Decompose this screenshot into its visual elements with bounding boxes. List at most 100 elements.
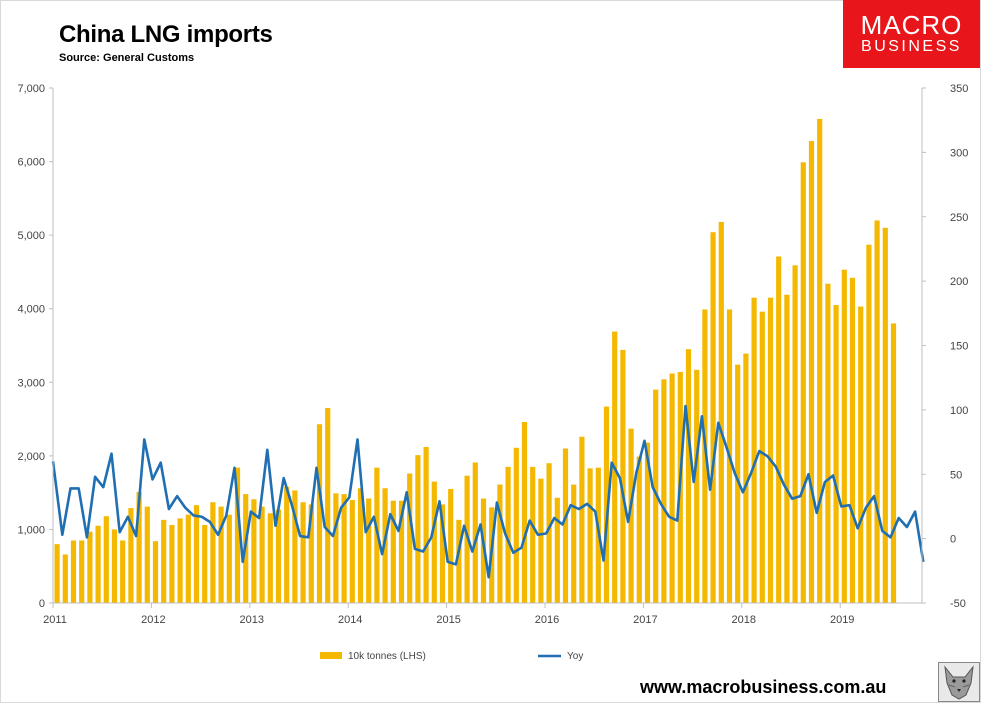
bar (398, 500, 405, 603)
bar (267, 513, 273, 603)
macrobusiness-logo: MACRO BUSINESS (843, 0, 980, 68)
bar (603, 406, 610, 603)
bar (62, 554, 68, 603)
bar (54, 544, 60, 603)
bar (357, 488, 364, 603)
bar (636, 456, 642, 603)
bar (333, 493, 339, 603)
right-tick-label: 0 (950, 534, 956, 546)
bar (538, 478, 544, 603)
bar (784, 294, 790, 603)
bar (103, 516, 109, 603)
x-tick-label: 2013 (240, 614, 264, 626)
bar (685, 349, 692, 603)
bar (702, 309, 708, 603)
bar (423, 447, 429, 603)
bar (808, 140, 815, 603)
bar (866, 244, 872, 603)
bar (136, 491, 142, 603)
left-tick-label: 4,000 (17, 304, 45, 316)
bar (735, 364, 741, 603)
bar (759, 311, 765, 603)
bar (620, 349, 626, 603)
bar (308, 504, 314, 603)
bar (628, 428, 634, 603)
bar (849, 277, 856, 603)
right-tick-label: 200 (950, 276, 968, 288)
left-tick-label: 3,000 (17, 377, 45, 389)
legend-swatch-bars (320, 652, 342, 659)
bar (300, 502, 306, 603)
left-tick-label: 0 (39, 598, 45, 610)
bar (169, 525, 175, 603)
bar (743, 353, 749, 603)
bar (79, 540, 85, 603)
left-tick-label: 7,000 (17, 83, 45, 95)
bar (87, 531, 93, 603)
bar (562, 448, 569, 603)
bar (841, 269, 847, 603)
x-tick-label: 2012 (141, 614, 165, 626)
bar (439, 504, 446, 603)
bar (210, 502, 216, 603)
bar (653, 389, 659, 603)
bar (472, 462, 478, 603)
chart-axes: 0 1,000 2,000 3,000 4,000 5,000 6,000 7,000 -50 0… (17, 83, 968, 626)
bar (858, 306, 864, 603)
bar (185, 514, 191, 603)
bar (407, 473, 413, 603)
chart-subtitle: Source: General Customs (59, 52, 195, 64)
bar (193, 505, 200, 603)
legend-label-line: Yoy (567, 651, 583, 662)
left-tick-label: 5,000 (17, 230, 45, 242)
bar (390, 500, 396, 603)
left-tick-label: 2,000 (17, 451, 45, 463)
left-tick-label: 1,000 (17, 524, 45, 536)
bar (546, 463, 552, 603)
right-tick-label: -50 (950, 598, 966, 610)
bar (661, 379, 667, 603)
x-tick-label: 2014 (338, 614, 362, 626)
bar (70, 540, 77, 603)
x-tick-label: 2016 (535, 614, 559, 626)
bar (833, 305, 839, 603)
logo-line-business: BUSINESS (861, 38, 962, 55)
bar (644, 442, 651, 603)
bar (890, 323, 897, 603)
bar (505, 466, 511, 603)
bar (530, 466, 536, 603)
x-tick-label: 2011 (43, 614, 67, 626)
bar (825, 283, 831, 603)
bar (571, 484, 577, 603)
bar (448, 488, 454, 603)
bar (161, 519, 167, 603)
bar (669, 373, 675, 603)
bar (497, 484, 503, 603)
bar (817, 118, 823, 604)
chart-legend: 10k tonnes (LHS) Yoy (320, 651, 583, 662)
bar (152, 541, 159, 603)
bar (694, 369, 700, 603)
bar (751, 297, 757, 603)
bar (341, 494, 347, 603)
x-tick-label: 2019 (830, 614, 854, 626)
bar (767, 297, 774, 603)
left-tick-label: 6,000 (17, 157, 45, 169)
bar (792, 265, 798, 603)
bar (251, 499, 257, 603)
bar (316, 424, 323, 603)
bar (874, 220, 880, 603)
website-url: www.macrobusiness.com.au (640, 677, 887, 697)
x-tick-label: 2017 (633, 614, 657, 626)
bar (218, 506, 224, 603)
bar (111, 529, 118, 603)
bar (776, 256, 782, 603)
bar (579, 436, 585, 603)
line-series (51, 404, 925, 579)
bar (521, 422, 528, 603)
logo-line-macro: MACRO (860, 10, 963, 40)
chart-title: China LNG imports (59, 21, 273, 48)
legend-label-bars: 10k tonnes (LHS) (348, 651, 426, 662)
right-tick-label: 350 (950, 83, 968, 95)
